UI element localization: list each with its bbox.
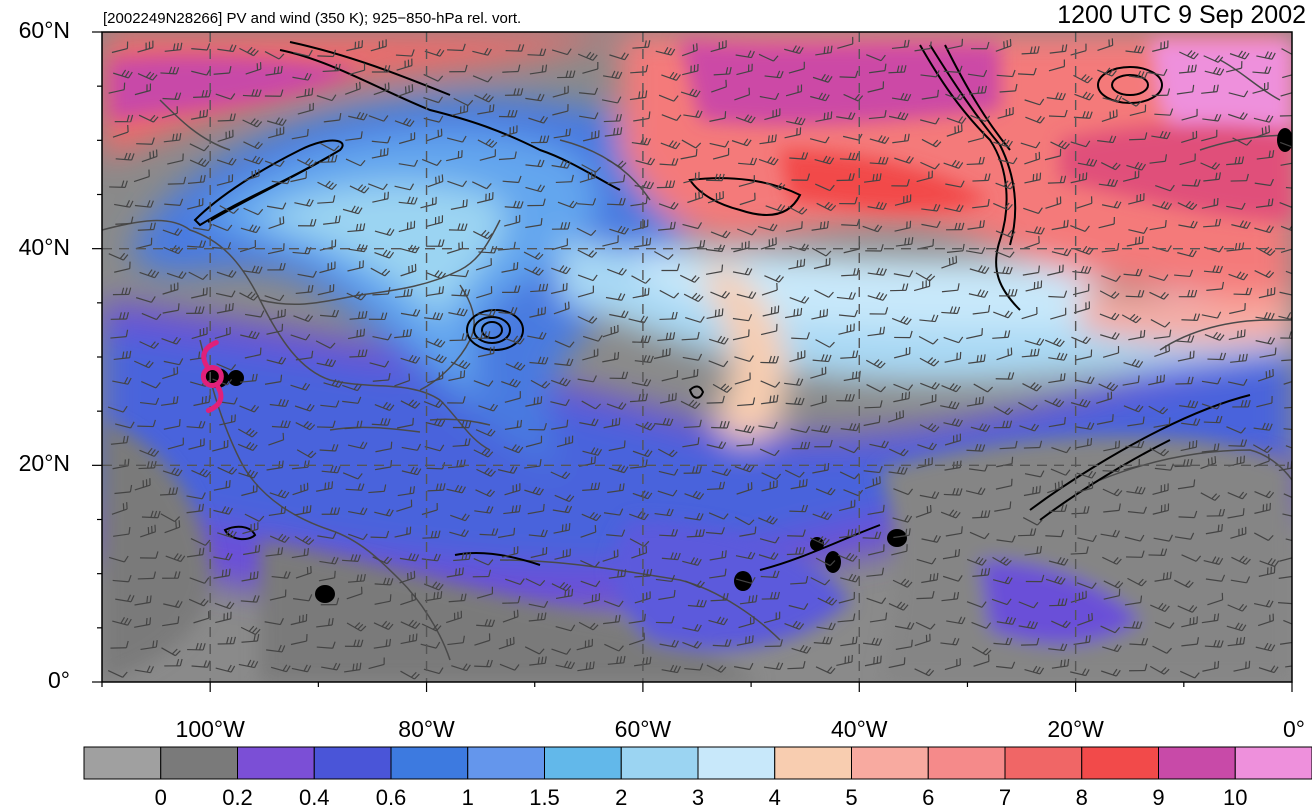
colorbar-swatch: [1159, 747, 1236, 779]
figure-timestamp: 1200 UTC 9 Sep 2002: [1057, 1, 1306, 30]
colorbar-swatch: [852, 747, 929, 779]
colorbar-swatch: [928, 747, 1005, 779]
latitude-label: 60°N: [0, 17, 70, 44]
figure-subtitle: [2002249N28266] PV and wind (350 K); 925…: [103, 10, 521, 27]
colorbar-level-label: 1.5: [529, 785, 560, 811]
latitude-label: 40°N: [0, 234, 70, 261]
colorbar-level-label: 2: [615, 785, 627, 811]
colorbar-swatch: [1235, 747, 1312, 779]
colorbar-swatch: [775, 747, 852, 779]
longitude-label: 0°: [1283, 716, 1305, 743]
colorbar-swatch: [161, 747, 238, 779]
colorbar-level-label: 9: [1152, 785, 1164, 811]
longitude-label: 60°W: [615, 716, 672, 743]
colorbar-swatch: [238, 747, 315, 779]
latitude-label: 0°: [0, 667, 70, 694]
colorbar-swatch: [314, 747, 391, 779]
colorbar-level-label: 0.2: [222, 785, 253, 811]
colorbar-level-label: 0.4: [299, 785, 330, 811]
colorbar-swatch: [84, 747, 161, 779]
colorbar-swatch: [468, 747, 545, 779]
colorbar-level-label: 0: [155, 785, 167, 811]
longitude-label: 80°W: [398, 716, 455, 743]
colorbar-swatch: [1005, 747, 1082, 779]
latitude-label: 20°N: [0, 450, 70, 477]
colorbar-level-label: 6: [922, 785, 934, 811]
colorbar-level-label: 0.6: [376, 785, 407, 811]
colorbar-swatch: [1082, 747, 1159, 779]
colorbar-swatch: [391, 747, 468, 779]
pv-field: [102, 32, 1305, 682]
longitude-label: 40°W: [831, 716, 888, 743]
colorbar-level-label: 5: [845, 785, 857, 811]
colorbar-level-label: 8: [1076, 785, 1088, 811]
colorbar-level-label: 7: [999, 785, 1011, 811]
colorbar-swatch: [545, 747, 622, 779]
longitude-label: 20°W: [1047, 716, 1104, 743]
colorbar-swatch: [698, 747, 775, 779]
colorbar-level-label: 4: [769, 785, 781, 811]
colorbar-level-label: 10: [1223, 785, 1247, 811]
colorbar-swatch: [621, 747, 698, 779]
colorbar-level-label: 3: [692, 785, 704, 811]
colorbar-level-label: 1: [462, 785, 474, 811]
longitude-label: 100°W: [176, 716, 245, 743]
colorbar: [84, 747, 1312, 779]
